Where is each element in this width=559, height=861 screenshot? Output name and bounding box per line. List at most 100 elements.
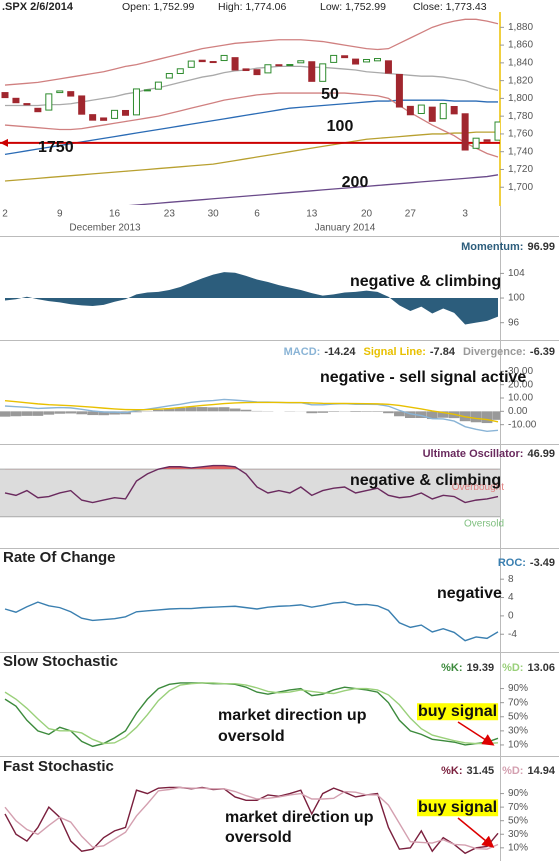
x-tick-label: 13	[306, 209, 318, 220]
divergence-bar	[240, 409, 252, 412]
overlay-line	[4, 131, 498, 182]
y-tick-label: 4	[508, 592, 514, 603]
candle-up	[176, 68, 184, 75]
y-tick-label: 30%	[508, 725, 528, 736]
level-label: Overbought	[452, 482, 504, 493]
divergence-bar	[317, 411, 329, 413]
divergence-bar	[21, 411, 33, 416]
candle-down	[12, 97, 20, 104]
divergence-bar	[185, 407, 197, 412]
overlay-line	[4, 99, 498, 156]
candle-down	[122, 109, 130, 116]
y-tick-label: 10.00	[508, 393, 533, 404]
divergence-bar	[131, 411, 142, 413]
signal-highlight	[417, 703, 499, 721]
signal-label: buy signal	[418, 799, 497, 816]
price-stat: High: 1,774.06	[218, 1, 286, 13]
y-tick-label: 96	[508, 317, 520, 328]
panel-legend: Momentum: 96.99	[461, 241, 555, 253]
candle-down	[395, 73, 403, 108]
annotation: negative - sell signal active	[320, 369, 526, 386]
candle-up	[297, 60, 305, 64]
legend-name: Signal Line:	[364, 346, 426, 358]
panel-title: Fast Stochastic	[3, 758, 114, 775]
annotation: negative	[437, 585, 502, 602]
candle-down	[209, 61, 217, 64]
legend-value: -14.24	[324, 346, 356, 358]
level-label: Oversold	[464, 518, 504, 529]
divergence-bar	[163, 408, 175, 412]
candle-down	[275, 64, 283, 67]
level-band	[0, 469, 500, 517]
y-tick-label: 104	[508, 268, 525, 279]
overlay-label: 200	[342, 174, 369, 191]
legend-name: %D:	[502, 662, 523, 674]
y-tick-label: -4	[508, 629, 517, 640]
legend-value: -3.49	[530, 557, 555, 569]
divergence-bar	[65, 411, 77, 414]
divergence-bar	[383, 411, 394, 414]
reference-arrow	[0, 138, 8, 147]
candle-up	[494, 121, 500, 141]
legend-value: -6.39	[530, 346, 555, 358]
panel-legend: MACD: -14.24 Signal Line: -7.84 Divergence: -…	[284, 346, 555, 358]
candle-up	[439, 103, 447, 120]
divergence-bar	[361, 411, 372, 412]
candle-up	[187, 60, 195, 68]
divergence-bar	[207, 407, 219, 412]
y-tick-label: 50%	[508, 815, 528, 826]
divergence-bar	[404, 411, 416, 418]
candle-up	[132, 88, 140, 116]
annotation: negative & climbing	[350, 273, 501, 290]
indicator-line	[4, 464, 499, 504]
legend-value: 31.45	[467, 765, 495, 777]
signal-arrow	[457, 721, 495, 746]
panel-legend: Ultimate Oscillator: 46.99	[423, 448, 555, 460]
candle-up	[111, 109, 119, 119]
legend-name: %K:	[441, 765, 462, 777]
divergence-bar	[10, 411, 22, 417]
candle-up	[286, 64, 294, 67]
divergence-bar	[109, 411, 120, 415]
y-tick-label: 100	[508, 293, 525, 304]
legend-value: 46.99	[527, 448, 555, 460]
candle-up	[45, 93, 53, 111]
candle-down	[308, 61, 316, 82]
y-tick-label: 0	[508, 611, 514, 622]
y-tick-label: 1,880	[508, 22, 533, 33]
y-tick-label: 70%	[508, 802, 528, 813]
y-tick-label: 1,720	[508, 164, 533, 175]
candle-down	[384, 60, 392, 74]
y-tick-label: 1,860	[508, 40, 533, 51]
annotation: negative & climbing	[350, 472, 501, 489]
indicator-line	[4, 786, 499, 850]
divergence-bar	[415, 411, 427, 418]
overlay-line	[128, 174, 499, 205]
y-tick-label: -10.00	[508, 419, 537, 430]
y-tick-label: 90%	[508, 683, 528, 694]
candle-down	[406, 105, 414, 116]
x-tick-label: 30	[208, 209, 220, 220]
overlay-line	[4, 18, 499, 86]
legend-name: MACD:	[284, 346, 321, 358]
candle-up	[165, 73, 173, 79]
y-tick-label: 30.00	[508, 366, 533, 377]
candle-down	[242, 68, 250, 72]
plot-area	[0, 464, 500, 518]
candle-down	[253, 69, 261, 76]
divergence-bar	[87, 411, 99, 416]
legend-value: 96.99	[527, 241, 555, 253]
divergence-bar	[98, 411, 109, 416]
candle-down	[428, 106, 436, 122]
y-tick-label: 1,780	[508, 111, 533, 122]
divergence-bar	[328, 411, 340, 412]
y-tick-label: 1,840	[508, 58, 533, 69]
divergence-bar	[437, 411, 449, 418]
panel-separators	[0, 12, 559, 861]
signal-arrow	[457, 817, 495, 848]
legend-name: Ultimate Oscillator:	[423, 448, 524, 460]
divergence-bar	[350, 411, 361, 412]
price-stat: Close: 1,773.43	[413, 1, 487, 13]
candle-down	[483, 139, 491, 142]
candle-up	[143, 89, 151, 92]
